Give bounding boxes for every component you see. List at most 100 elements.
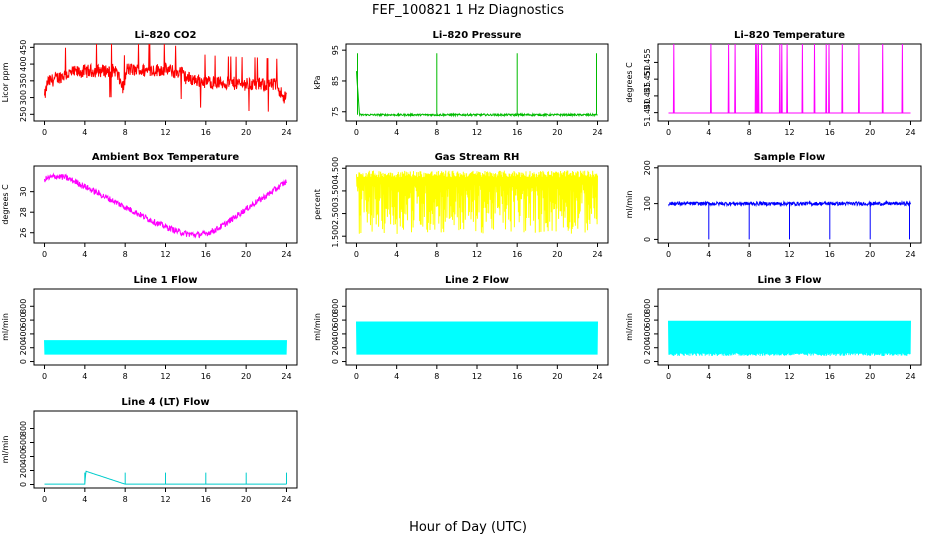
x-tick-label: 0	[666, 250, 671, 259]
y-tick-label: 0	[19, 359, 28, 364]
series-line	[44, 340, 287, 355]
y-tick-label: 400	[331, 326, 340, 341]
x-tick-label: 8	[123, 495, 128, 504]
plot-frame	[33, 43, 298, 122]
x-tick-label: 16	[201, 372, 211, 381]
series-line	[668, 199, 911, 240]
x-tick-label: 0	[354, 128, 359, 137]
y-tick-label: 400	[643, 326, 652, 341]
y-tick-label: 200	[331, 340, 340, 355]
x-tick-label: 20	[865, 372, 875, 381]
x-tick-label: 20	[241, 372, 251, 381]
series-line	[44, 470, 287, 485]
x-tick-label: 8	[123, 250, 128, 259]
panel-ylabel: degrees C	[625, 62, 634, 103]
series-line	[356, 170, 598, 234]
x-tick-label: 8	[434, 128, 439, 137]
y-tick-label: 2.500	[331, 202, 340, 225]
x-tick-label: 0	[666, 372, 671, 381]
panel-1: Li–820 CO2 Licor ppm 0 4 8 12 16 20 24 250 300 350 4…	[1, 30, 298, 137]
plot-frame	[345, 43, 609, 122]
y-tick-label: 350	[19, 73, 28, 88]
x-tick-label: 8	[123, 372, 128, 381]
panel-ylabel: Licor ppm	[1, 62, 10, 102]
y-tick-label: 0	[643, 237, 652, 242]
x-tick-label: 20	[865, 250, 875, 259]
y-tick-label: 600	[331, 312, 340, 327]
x-tick-label: 12	[784, 128, 794, 137]
series-group	[44, 340, 287, 355]
x-tick-label: 12	[160, 128, 170, 137]
x-tick-label: 12	[472, 128, 482, 137]
x-tick-label: 20	[241, 250, 251, 259]
x-tick-label: 12	[472, 372, 482, 381]
x-tick-label: 4	[82, 128, 87, 137]
panel-9: Line 3 Flow ml/min 0 4 8 12 16 20 24 0 20040060080…	[625, 275, 922, 381]
panel-ylabel: percent	[313, 189, 322, 220]
x-tick-label: 24	[905, 128, 915, 137]
panel-title: Sample Flow	[754, 152, 826, 163]
y-tick-label: 28	[19, 207, 28, 217]
x-tick-label: 24	[592, 372, 602, 381]
x-tick-label: 24	[281, 495, 291, 504]
x-tick-label: 4	[82, 372, 87, 381]
y-tick-label: 400	[19, 326, 28, 341]
y-tick-label: 450	[19, 40, 28, 55]
x-tick-label: 8	[434, 250, 439, 259]
panel-ylabel: ml/min	[1, 313, 10, 341]
series-group	[668, 199, 911, 240]
series-group	[44, 172, 287, 239]
y-tick-label: 200	[643, 340, 652, 355]
panel-8: Line 2 Flow ml/min 0 4 8 12 16 20 24 0 20040060080…	[313, 275, 609, 381]
plot-frame	[33, 165, 298, 244]
x-tick-label: 20	[552, 372, 562, 381]
x-tick-label: 16	[825, 250, 835, 259]
panel-title: Li–820 CO2	[135, 30, 197, 41]
x-tick-label: 0	[42, 250, 47, 259]
x-tick-label: 12	[784, 372, 794, 381]
panel-6: Sample Flow ml/min 0 4 8 12 16 20 24 0 100 200	[625, 152, 922, 259]
series-line	[44, 172, 287, 239]
x-tick-label: 8	[747, 250, 752, 259]
y-tick-label: 85	[331, 76, 340, 86]
x-tick-label: 16	[201, 250, 211, 259]
y-tick-label: 51.455	[643, 48, 652, 76]
x-tick-label: 24	[592, 128, 602, 137]
x-tick-label: 0	[354, 250, 359, 259]
panel-10: Line 4 (LT) Flow ml/min 0 4 8 12 16 20 24 0 200400…	[1, 397, 298, 504]
y-tick-label: 800	[331, 299, 340, 314]
x-tick-label: 8	[747, 372, 752, 381]
y-tick-label: 75	[331, 107, 340, 117]
y-tick-label: 200	[19, 340, 28, 355]
x-tick-label: 20	[241, 128, 251, 137]
x-tick-label: 20	[865, 128, 875, 137]
y-tick-label: 250	[19, 107, 28, 122]
y-tick-label: 26	[19, 228, 28, 238]
panel-title: Line 4 (LT) Flow	[121, 397, 209, 408]
x-tick-label: 4	[82, 495, 87, 504]
panel-title: Line 1 Flow	[134, 275, 198, 286]
series-line	[44, 44, 287, 112]
y-tick-label: 800	[19, 421, 28, 436]
x-tick-label: 16	[201, 495, 211, 504]
series-group	[668, 320, 911, 357]
x-tick-label: 24	[281, 128, 291, 137]
x-tick-label: 8	[434, 372, 439, 381]
y-tick-label: 600	[19, 435, 28, 450]
x-tick-label: 0	[666, 128, 671, 137]
y-tick-label: 3.500	[331, 179, 340, 202]
y-tick-label: 95	[331, 45, 340, 55]
x-tick-label: 0	[42, 495, 47, 504]
series-group	[44, 470, 287, 485]
panel-title: Line 2 Flow	[445, 275, 509, 286]
x-tick-label: 0	[42, 128, 47, 137]
x-tick-label: 0	[354, 372, 359, 381]
panel-title: Li–820 Temperature	[734, 30, 845, 41]
x-tick-label: 4	[706, 128, 711, 137]
y-tick-label: 600	[19, 312, 28, 327]
y-tick-label: 300	[19, 90, 28, 105]
y-tick-label: 4.500	[331, 157, 340, 180]
y-tick-label: 30	[19, 187, 28, 197]
y-tick-label: 200	[643, 160, 652, 175]
